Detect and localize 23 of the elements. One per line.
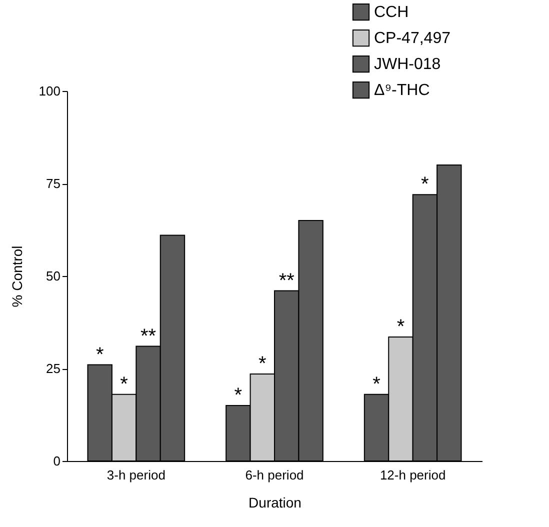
annotation: ** [278,270,295,292]
annotation: * [396,316,405,338]
annotation: * [258,353,266,376]
legend-label: JWH-018 [374,56,441,73]
y-tick-label: 25 [46,361,60,376]
x-tick-label: 12-h period [380,468,446,482]
y-axis-title: % Control [8,246,25,308]
annotation: * [372,373,381,396]
legend-label: Δ⁹-THC [374,82,430,99]
annotation: * [421,174,430,196]
annotation: * [120,373,128,396]
legend-label: CP-47,497 [374,30,451,47]
y-tick-label: 100 [38,84,60,98]
x-axis-title: Duration [248,494,302,510]
x-tick-label: 3-h period [106,468,166,482]
legend-label: CCH [374,4,409,21]
annotation: * [234,384,242,406]
annotation: * [96,344,104,366]
annotation: ** [140,325,156,348]
y-tick-label: 0 [53,454,60,468]
y-tick-label: 50 [46,268,60,284]
x-tick-label: 6-h period [245,468,304,482]
y-tick-label: 75 [46,176,60,191]
